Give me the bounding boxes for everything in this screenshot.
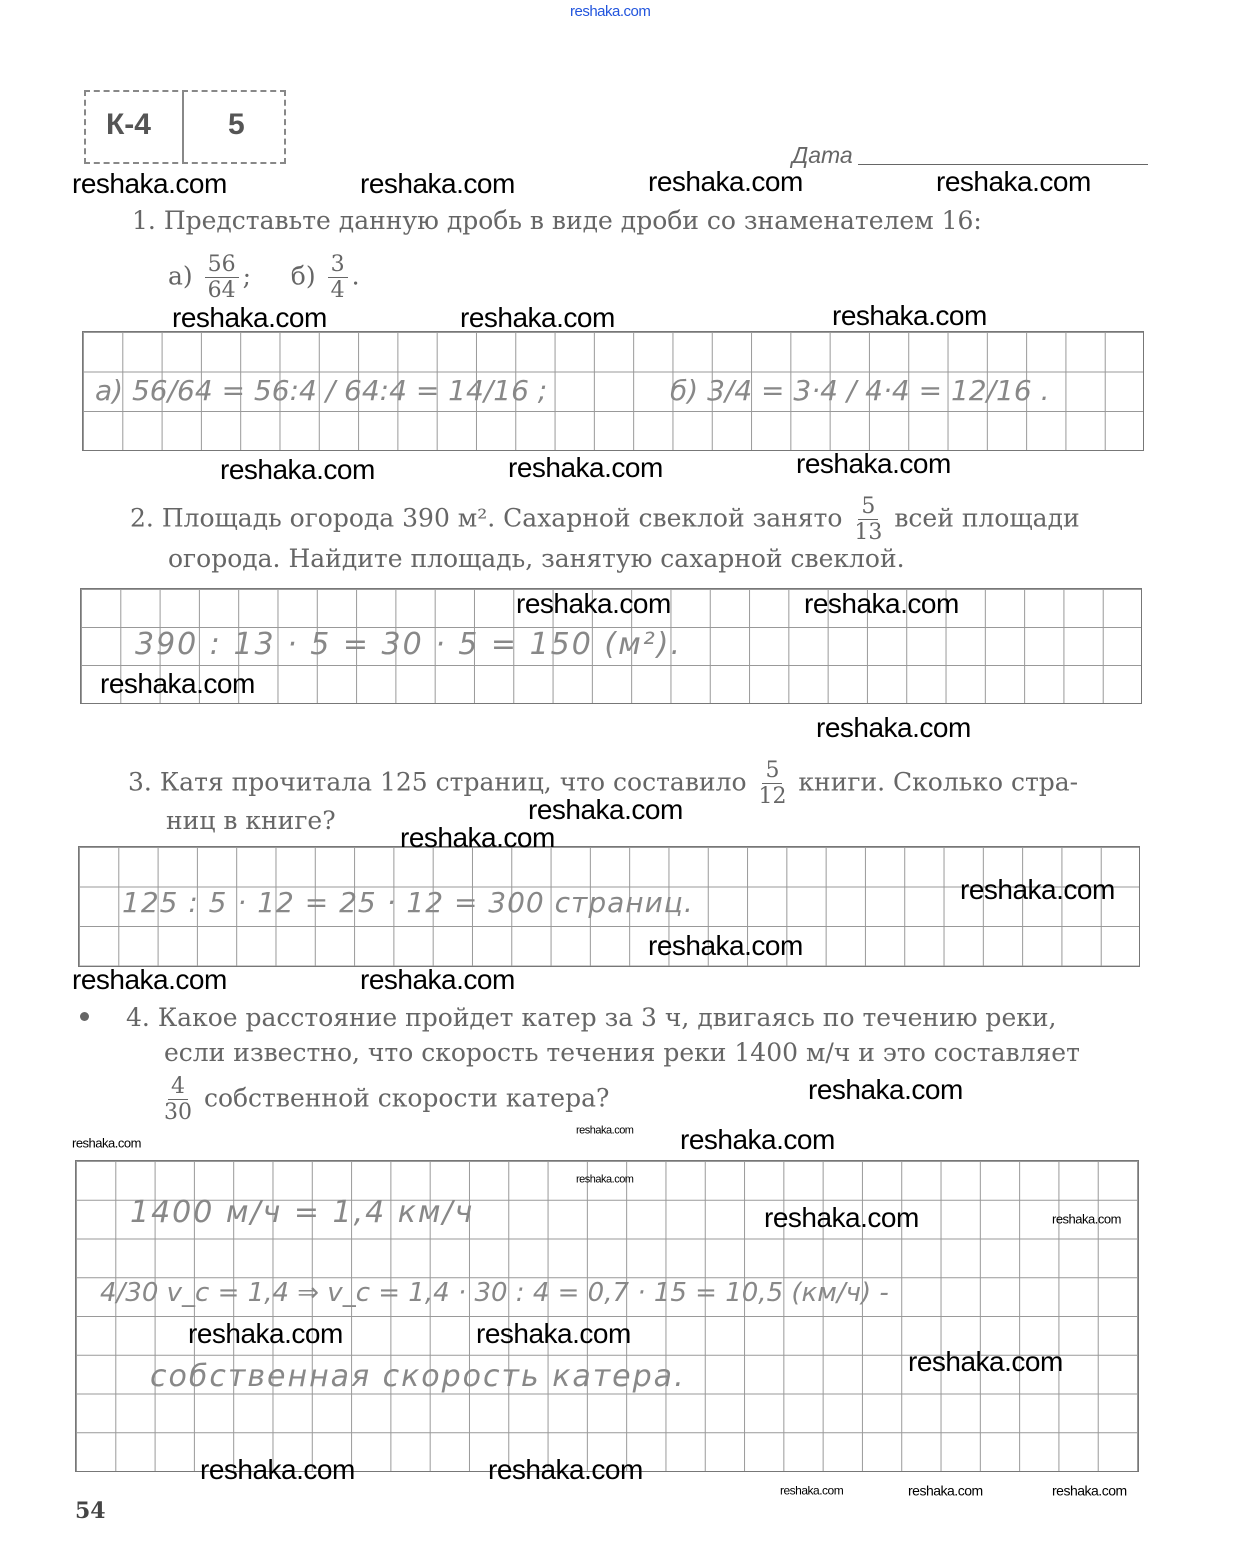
watermark-small: reshaka.com xyxy=(72,1135,141,1151)
task-2-text-cont: огорода. Найдите площадь, занятую сахарн… xyxy=(168,544,905,573)
bullet-icon xyxy=(80,1012,89,1021)
handwritten-answer-1b: б) 3/4 = 3·4 / 4·4 = 12/16 . xyxy=(670,374,1050,407)
watermark: reshaka.com xyxy=(648,166,803,197)
watermark: reshaka.com xyxy=(220,454,375,485)
watermark: reshaka.com xyxy=(400,822,555,853)
watermark-small: reshaka.com xyxy=(780,1483,844,1498)
task-3-text: 3. Катя прочитала 125 страниц, что соста… xyxy=(128,758,1079,810)
watermark-small: reshaka.com xyxy=(576,1173,634,1186)
answer-grid-2 xyxy=(80,588,1142,704)
watermark: reshaka.com xyxy=(648,930,803,961)
watermark: reshaka.com xyxy=(764,1202,919,1233)
watermark-small: reshaka.com xyxy=(1052,1211,1121,1227)
handwritten-answer-4-line3: собственная скорость катера. xyxy=(150,1359,686,1394)
answer-grid-3 xyxy=(78,846,1140,967)
watermark-small: reshaka.com xyxy=(1052,1482,1127,1499)
task-1-text: 1. Представьте данную дробь в виде дроби… xyxy=(132,206,982,235)
watermark: reshaka.com xyxy=(360,168,515,199)
watermark: reshaka.com xyxy=(908,1346,1063,1377)
watermark: reshaka.com xyxy=(360,964,515,995)
watermark: reshaka.com xyxy=(816,712,971,743)
date-field-line xyxy=(858,164,1148,165)
watermark: reshaka.com xyxy=(200,1454,355,1485)
handwritten-answer-4-line2: 4/30 v_c = 1,4 ⇒ v_c = 1,4 · 30 : 4 = 0,… xyxy=(100,1278,889,1308)
watermark: reshaka.com xyxy=(476,1318,631,1349)
watermark: reshaka.com xyxy=(960,874,1115,905)
watermark: reshaka.com xyxy=(832,300,987,331)
page-number: 54 xyxy=(75,1498,106,1524)
task-4-text-2: если известно, что скорость течения реки… xyxy=(164,1038,1080,1067)
test-badge: К-4 5 xyxy=(84,90,286,164)
badge-variant: 5 xyxy=(228,108,245,141)
watermark: reshaka.com xyxy=(488,1454,643,1485)
watermark: reshaka.com xyxy=(516,588,671,619)
answer-grid-1 xyxy=(82,331,1144,451)
handwritten-answer-1a: а) 56/64 = 56:4 / 64:4 = 14/16 ; xyxy=(95,374,548,407)
task-4-text: 4. Какое расстояние пройдет катер за 3 ч… xyxy=(126,1003,1057,1032)
watermark: reshaka.com xyxy=(460,302,615,333)
watermark-small: reshaka.com xyxy=(576,1124,634,1137)
task-3-text-cont: ниц в книге? xyxy=(166,806,336,835)
watermark: reshaka.com xyxy=(808,1074,963,1105)
watermark: reshaka.com xyxy=(188,1318,343,1349)
watermark: reshaka.com xyxy=(680,1124,835,1155)
handwritten-answer-3: 125 : 5 · 12 = 25 · 12 = 300 страниц. xyxy=(122,886,694,919)
watermark: reshaka.com xyxy=(72,168,227,199)
date-label: Дата xyxy=(792,142,853,168)
handwritten-answer-4-line1: 1400 м/ч = 1,4 км/ч xyxy=(130,1195,475,1230)
watermark: reshaka.com xyxy=(936,166,1091,197)
watermark: reshaka.com xyxy=(508,452,663,483)
badge-code: К-4 xyxy=(106,108,151,141)
task-2-text: 2. Площадь огорода 390 м². Сахарной свек… xyxy=(130,494,1080,546)
watermark: reshaka.com xyxy=(528,794,683,825)
watermark[interactable]: reshaka.com xyxy=(570,3,651,20)
watermark: reshaka.com xyxy=(100,668,255,699)
watermark: reshaka.com xyxy=(796,448,951,479)
task-4-text-3: 4 30 собственной скорости катера? xyxy=(164,1074,610,1126)
answer-grid-4 xyxy=(75,1160,1139,1472)
watermark-small: reshaka.com xyxy=(908,1482,983,1499)
handwritten-answer-2: 390 : 13 · 5 = 30 · 5 = 150 (м²). xyxy=(135,627,682,662)
watermark: reshaka.com xyxy=(172,302,327,333)
watermark: reshaka.com xyxy=(804,588,959,619)
watermark: reshaka.com xyxy=(72,964,227,995)
